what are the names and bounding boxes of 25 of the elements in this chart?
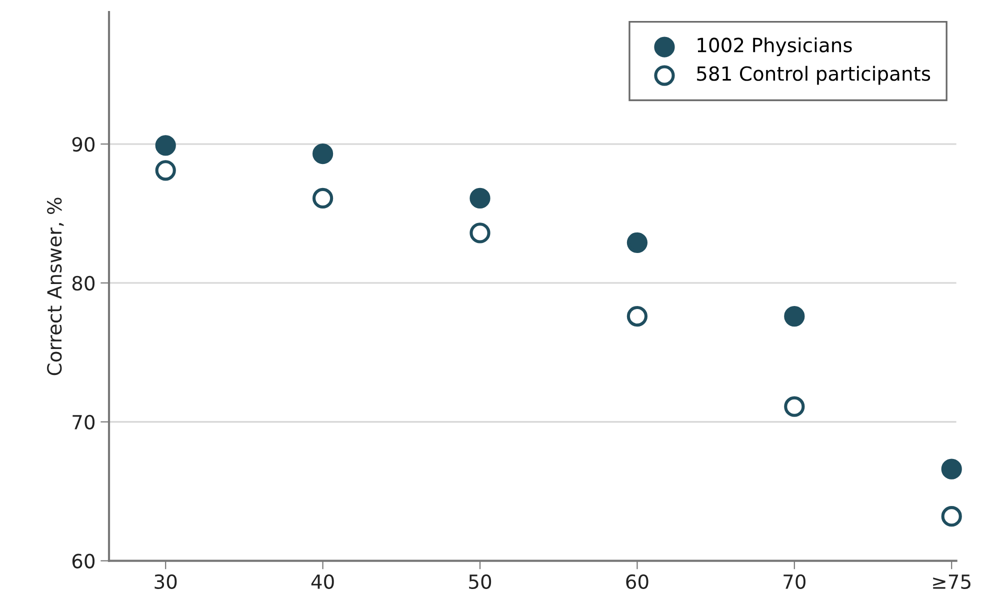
point — [470, 188, 490, 209]
x-tick-label: 60 — [626, 574, 648, 590]
point — [626, 232, 648, 253]
x-tick-label: 70 — [784, 574, 806, 590]
x-tick-label: 40 — [311, 574, 334, 590]
point — [784, 306, 805, 327]
y-tick-label: 80 — [72, 276, 95, 291]
point — [312, 188, 334, 209]
point — [155, 160, 176, 181]
point — [626, 306, 648, 327]
x-tick-label: 30 — [154, 574, 177, 590]
y-tick-label: 70 — [72, 414, 95, 430]
point — [470, 222, 490, 244]
point — [784, 396, 805, 417]
y-tick-label: 60 — [72, 554, 95, 568]
point — [155, 135, 176, 156]
y-axis-title: Correct Answer, % — [47, 198, 64, 376]
x-tick-label: 50 — [469, 574, 492, 590]
legend-label: 1002 Physicians — [698, 37, 852, 56]
point — [941, 458, 962, 480]
point — [312, 143, 334, 164]
point — [941, 506, 962, 527]
y-tick-label: 90 — [72, 136, 95, 152]
x-tick-label: ≥75 — [933, 574, 970, 590]
legend-label: 581 Control participants — [697, 66, 930, 85]
